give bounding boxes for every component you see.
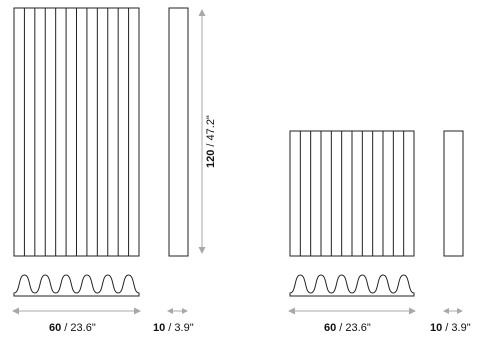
short-panel-side [443,130,464,257]
short-panel-wave-profile [289,274,415,297]
height-dimension-arrow [198,9,206,254]
tall-width-label: 60 / 23.6" [49,322,96,334]
short-panel-front [289,130,415,257]
short-depth-label: 10 / 3.9" [430,322,471,334]
tall-panel-wave-profile [13,274,140,297]
short-width-dimension-arrow [288,307,416,315]
tall-width-dimension-arrow [12,307,141,315]
tall-depth-dimension-arrow [167,308,188,314]
tall-depth-label: 10 / 3.9" [153,322,194,334]
short-width-label: 60 / 23.6" [324,322,371,334]
tall-panel-side [168,7,189,257]
short-depth-dimension-arrow [443,308,463,314]
tall-panel-front [13,7,140,257]
height-label: 120 / 47.2" [205,115,217,168]
tall-panel-flute-lines [23,8,130,256]
short-panel-flute-lines [299,131,405,256]
